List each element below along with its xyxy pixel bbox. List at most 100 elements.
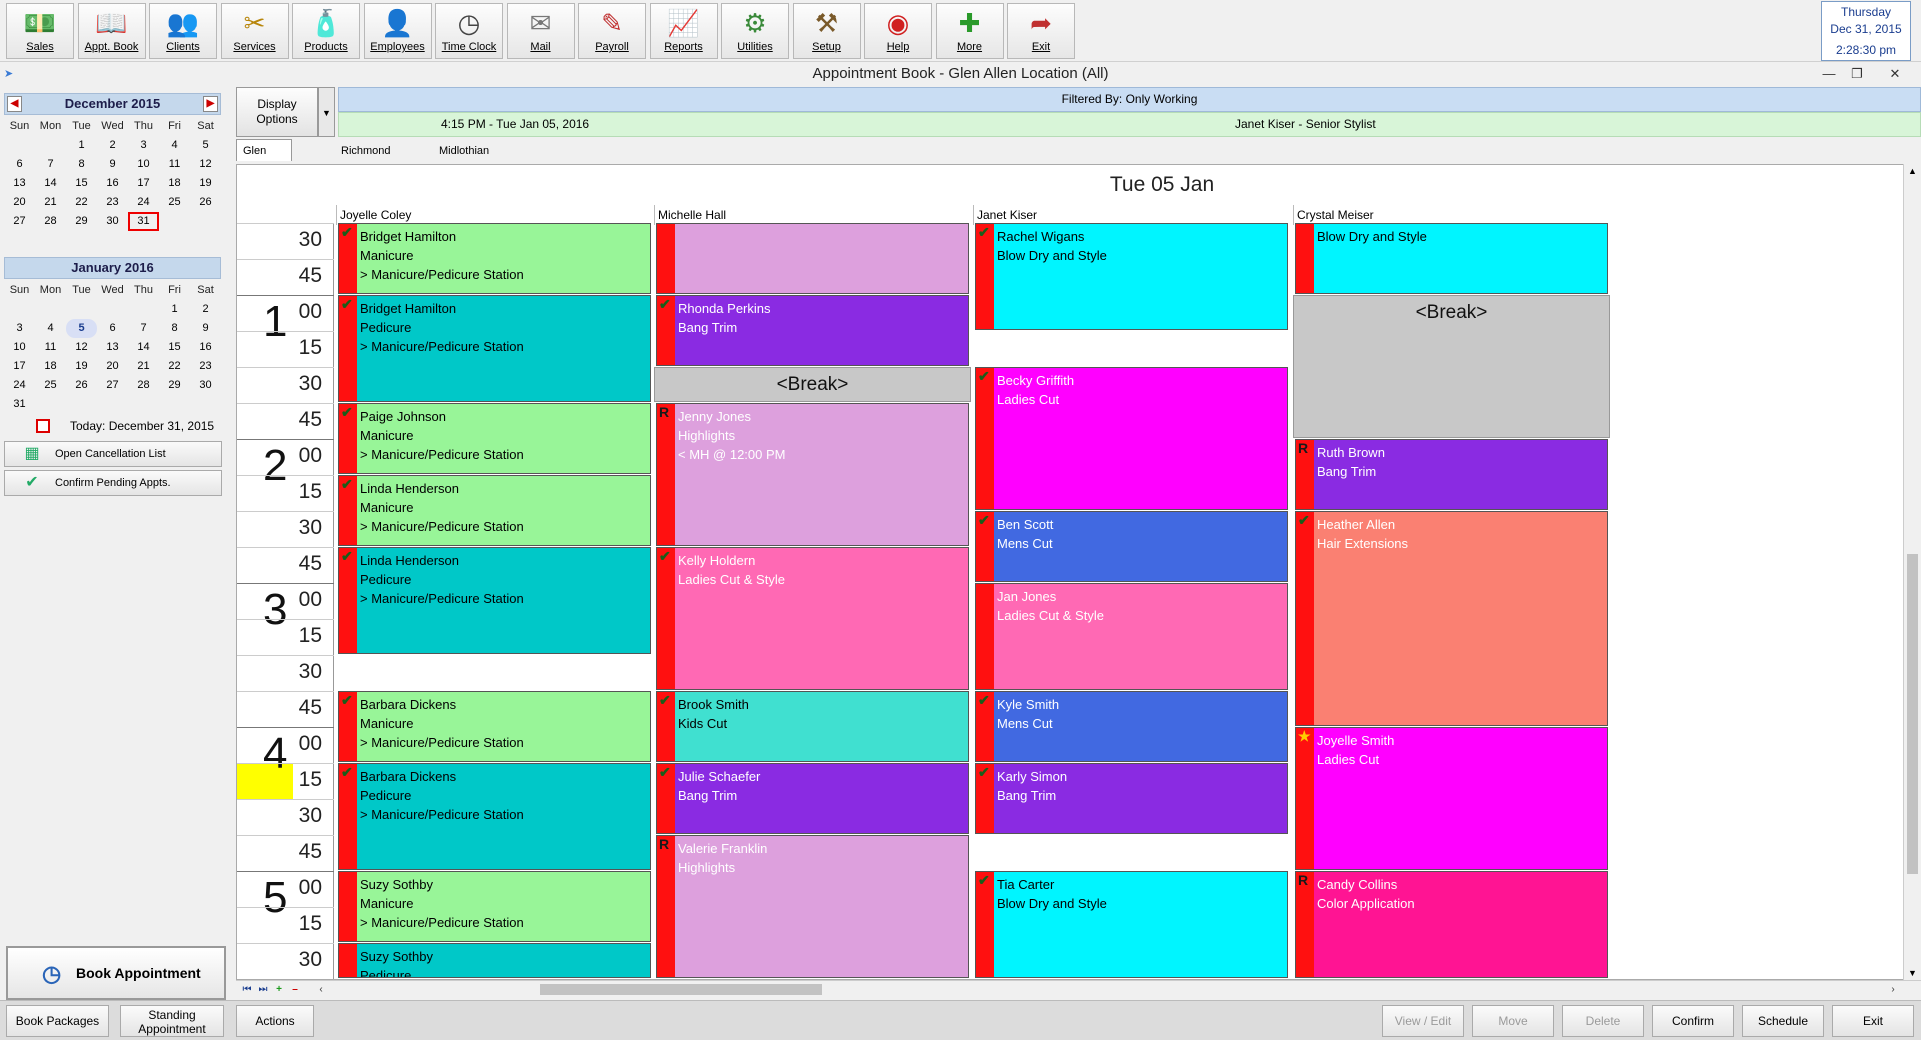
calendar-day[interactable]: 21 bbox=[44, 196, 57, 208]
exit-toolbar-button[interactable]: ➦ Exit bbox=[1007, 3, 1075, 59]
column-header-michelle-hall[interactable]: Michelle Hall bbox=[654, 205, 972, 225]
calendar-day[interactable]: 2 bbox=[109, 139, 116, 151]
calendar-day[interactable]: 20 bbox=[13, 196, 26, 208]
reports-toolbar-button[interactable]: 📈 Reports bbox=[649, 3, 718, 59]
calendar-day[interactable]: 8 bbox=[78, 158, 85, 170]
appointment-block[interactable]: ✔ Becky Griffith Ladies Cut bbox=[975, 367, 1288, 510]
appointment-block[interactable]: ✔ Bridget Hamilton Pedicure > Manicure/Pedi… bbox=[338, 295, 651, 402]
calendar-day[interactable]: 11 bbox=[168, 158, 181, 170]
view-edit-button[interactable]: View / Edit bbox=[1382, 1005, 1464, 1037]
products-toolbar-button[interactable]: 🧴 Products bbox=[292, 3, 360, 59]
calendar-day[interactable]: 3 bbox=[140, 139, 147, 151]
close-icon[interactable]: ✕ bbox=[1889, 66, 1901, 81]
calendar-day[interactable]: 7 bbox=[47, 158, 54, 170]
time-slot[interactable]: 15 bbox=[237, 331, 334, 367]
calendar-day[interactable]: 5 bbox=[66, 319, 97, 338]
time-slot[interactable]: 30 bbox=[237, 799, 334, 835]
calendar-day[interactable]: 4 bbox=[171, 139, 178, 151]
scroll-left-icon[interactable]: ‹ bbox=[319, 984, 323, 995]
first-column-icon[interactable]: ⏮ bbox=[242, 984, 252, 995]
time-slot[interactable]: 30 bbox=[237, 511, 334, 547]
calendar-day[interactable]: 22 bbox=[75, 196, 88, 208]
standing-appointment-button[interactable]: Standing Appointment bbox=[120, 1005, 224, 1037]
calendar-day[interactable]: 26 bbox=[199, 196, 212, 208]
tab-richmond-location[interactable]: Richmond Location bbox=[341, 145, 391, 179]
help-toolbar-button[interactable]: ◉ Help bbox=[864, 3, 932, 59]
appointment-block[interactable]: Suzy Sothby Pedicure bbox=[338, 943, 651, 978]
calendar-day[interactable]: 19 bbox=[199, 177, 212, 189]
vertical-scrollbar[interactable]: ▲ ▼ bbox=[1903, 164, 1921, 980]
time-slot[interactable]: 15 bbox=[237, 907, 334, 943]
time-slot[interactable]: 45 bbox=[237, 403, 334, 439]
horizontal-scrollbar[interactable]: ⏮ ⏭ + – ‹ › bbox=[236, 980, 1921, 998]
appointment-block[interactable]: ✔ Linda Henderson Manicure > Manicure/Pedic… bbox=[338, 475, 651, 546]
book-packages-button[interactable]: Book Packages bbox=[6, 1005, 109, 1037]
remove-column-icon[interactable]: – bbox=[292, 984, 298, 995]
tab-midlothian-location[interactable]: Midlothian Location bbox=[439, 145, 490, 179]
employees-toolbar-button[interactable]: 👤 Employees bbox=[363, 3, 432, 59]
calendar-day[interactable]: 22 bbox=[168, 360, 181, 372]
appointment-block[interactable]: ✔ Tia Carter Blow Dry and Style bbox=[975, 871, 1288, 978]
calendar-day[interactable]: 9 bbox=[109, 158, 116, 170]
calendar-day[interactable]: 19 bbox=[75, 360, 88, 372]
appointment-block[interactable]: Blow Dry and Style bbox=[1295, 223, 1608, 294]
calendar-day[interactable]: 3 bbox=[16, 322, 23, 334]
time-slot[interactable]: 30 bbox=[237, 367, 334, 403]
services-toolbar-button[interactable]: ✂ Services bbox=[220, 3, 289, 59]
calendar-day[interactable]: 29 bbox=[168, 379, 181, 391]
calendar-day[interactable]: 31 bbox=[13, 398, 26, 410]
calendar-day[interactable]: 27 bbox=[13, 215, 26, 227]
time-slot[interactable]: 15 bbox=[237, 475, 334, 511]
calendar-day[interactable]: 26 bbox=[75, 379, 88, 391]
more-toolbar-button[interactable]: ✚ More bbox=[935, 3, 1004, 59]
calendar-day[interactable]: 21 bbox=[137, 360, 150, 372]
prev-month-icon[interactable]: ◀ bbox=[7, 96, 22, 112]
scroll-up-icon[interactable]: ▲ bbox=[1908, 166, 1917, 176]
time-slot[interactable]: 45 bbox=[237, 691, 334, 727]
appointment-block[interactable]: ✔ Barbara Dickens Manicure > Manicure/Pedic… bbox=[338, 691, 651, 762]
last-column-icon[interactable]: ⏭ bbox=[258, 984, 268, 995]
calendar-day[interactable]: 28 bbox=[44, 215, 57, 227]
schedule-button[interactable]: Schedule bbox=[1742, 1005, 1824, 1037]
appointment-block[interactable]: ✔ Karly Simon Bang Trim bbox=[975, 763, 1288, 834]
appt-book-toolbar-button[interactable]: 📖 Appt. Book bbox=[77, 3, 146, 59]
appointment-block[interactable]: ✔ Bridget Hamilton Manicure > Manicure/Pedi… bbox=[338, 223, 651, 294]
appointment-block[interactable]: Suzy Sothby Manicure > Manicure/Pedicure S… bbox=[338, 871, 651, 942]
calendar-day[interactable]: 17 bbox=[13, 360, 26, 372]
calendar-day[interactable]: 14 bbox=[44, 177, 57, 189]
column-header-janet-kiser[interactable]: Janet Kiser bbox=[973, 205, 1291, 225]
calendar-day[interactable]: 30 bbox=[199, 379, 212, 391]
calendar-day[interactable]: 5 bbox=[202, 139, 209, 151]
vertical-scroll-thumb[interactable] bbox=[1907, 554, 1918, 874]
scroll-right-icon[interactable]: › bbox=[1891, 984, 1895, 995]
appointment-block[interactable]: ★ Joyelle Smith Ladies Cut bbox=[1295, 727, 1608, 870]
calendar-day[interactable]: 17 bbox=[137, 177, 150, 189]
time-slot[interactable]: 45 bbox=[237, 547, 334, 583]
open-cancellation-list-button[interactable]: ▦ Open Cancellation List bbox=[4, 441, 222, 467]
calendar-day[interactable]: 30 bbox=[106, 215, 119, 227]
time-clock-toolbar-button[interactable]: ◷ Time Clock bbox=[435, 3, 503, 59]
calendar-day[interactable]: 18 bbox=[44, 360, 57, 372]
calendar-day[interactable]: 24 bbox=[13, 379, 26, 391]
next-month-icon[interactable]: ▶ bbox=[203, 96, 218, 112]
tab-glen-allen-location[interactable]: Glen Allen Location bbox=[236, 139, 292, 201]
minimize-icon[interactable]: — bbox=[1822, 66, 1836, 81]
calendar-day[interactable]: 20 bbox=[106, 360, 119, 372]
calendar-day[interactable]: 6 bbox=[109, 322, 116, 334]
payroll-toolbar-button[interactable]: ✎ Payroll bbox=[578, 3, 646, 59]
calendar-day[interactable]: 13 bbox=[106, 341, 119, 353]
calendar-day[interactable]: 16 bbox=[106, 177, 119, 189]
calendar-day[interactable]: 9 bbox=[202, 322, 209, 334]
calendar-day[interactable]: 31 bbox=[128, 212, 159, 231]
calendar-day[interactable]: 10 bbox=[13, 341, 26, 353]
appointment-block[interactable]: ✔ Kyle Smith Mens Cut bbox=[975, 691, 1288, 762]
display-options-button[interactable]: Display Options bbox=[236, 87, 318, 137]
calendar-day[interactable]: 12 bbox=[199, 158, 212, 170]
calendar-day[interactable]: 1 bbox=[78, 139, 85, 151]
time-slot[interactable]: 30 bbox=[237, 655, 334, 691]
column-header-crystal-meiser[interactable]: Crystal Meiser bbox=[1293, 205, 1611, 225]
appointment-block[interactable]: R Valerie Franklin Highlights bbox=[656, 835, 969, 978]
appointment-block[interactable]: ✔ Paige Johnson Manicure > Manicure/Pedicur… bbox=[338, 403, 651, 474]
column-header-joyelle-coley[interactable]: Joyelle Coley bbox=[336, 205, 654, 225]
appointment-block[interactable]: ✔ Julie Schaefer Bang Trim bbox=[656, 763, 969, 834]
